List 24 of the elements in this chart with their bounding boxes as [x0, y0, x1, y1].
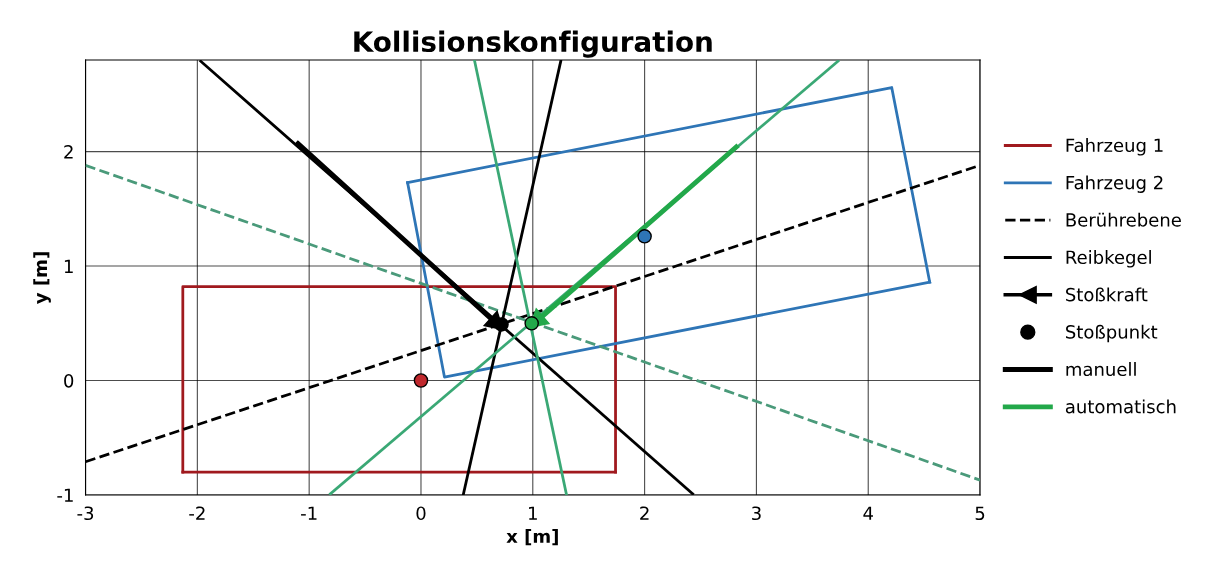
- y-tick-label: 2: [64, 145, 73, 159]
- legend-label: Fahrzeug 2: [1066, 175, 1163, 193]
- legend-label: Reibkegel: [1066, 250, 1151, 268]
- y-tick-label: 0: [64, 373, 74, 388]
- x-tick-label: 4: [863, 506, 873, 520]
- y-tick-label: -1: [57, 488, 73, 502]
- x-tick-label: 2: [640, 506, 649, 520]
- legend-label: Stoßpunkt: [1066, 324, 1158, 343]
- legend-label: Berührebene: [1066, 212, 1181, 227]
- x-tick-label: -1: [301, 506, 317, 520]
- x-tick-label: -2: [189, 506, 205, 520]
- x-tick-label: 1: [529, 506, 537, 520]
- legend-label: Fahrzeug 1: [1066, 138, 1163, 156]
- x-tick-label: 3: [752, 506, 761, 521]
- y-axis-title: y [m]: [33, 252, 51, 304]
- chart-title: Kollisionskonfiguration: [354, 30, 712, 58]
- x-tick-label: -3: [77, 506, 94, 521]
- y-tick-label: 1: [64, 259, 73, 273]
- x-axis-title: x [m]: [506, 529, 558, 546]
- legend-label: Stoßkraft: [1066, 287, 1148, 302]
- x-tick-label: 0: [416, 506, 426, 521]
- text: manuell: [1066, 362, 1136, 377]
- text: automatisch: [1065, 399, 1176, 414]
- x-tick-label: 5: [975, 506, 985, 521]
